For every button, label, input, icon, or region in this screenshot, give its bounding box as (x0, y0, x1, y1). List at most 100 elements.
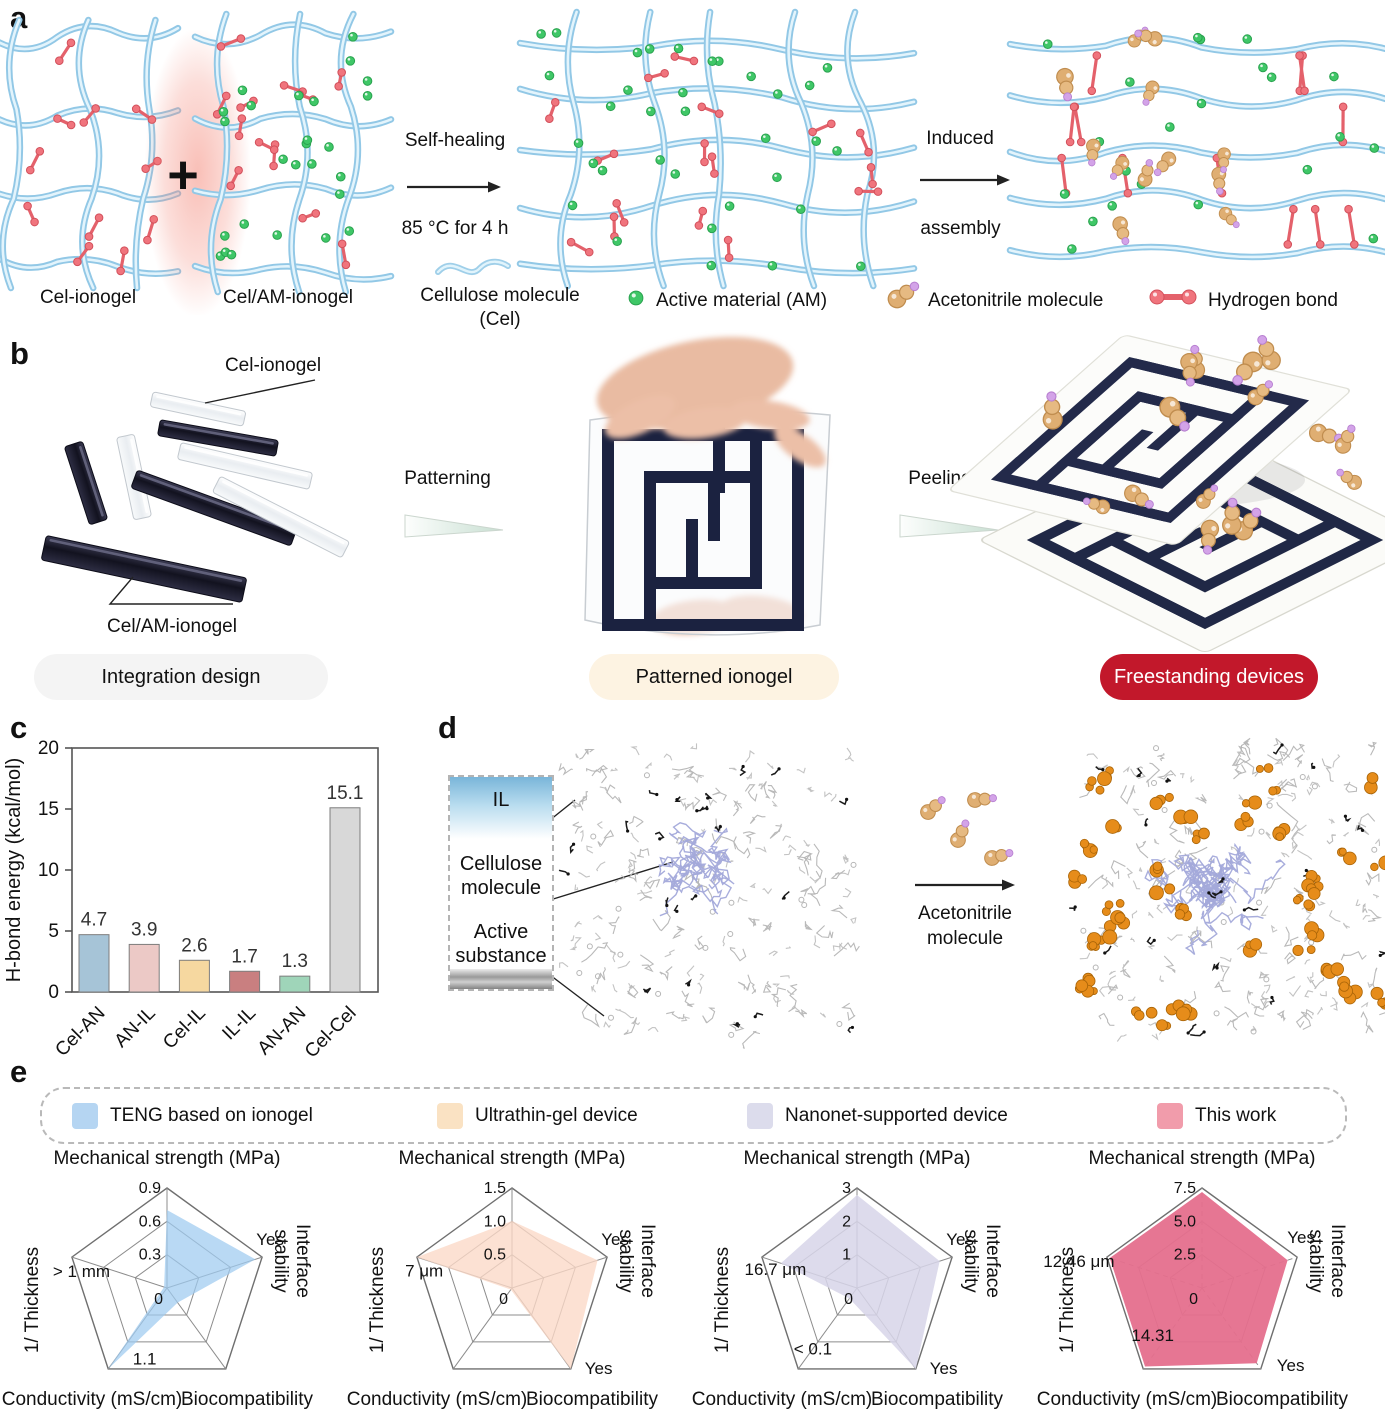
legend-swatch (437, 1102, 463, 1129)
induced-label: Induced (926, 128, 994, 149)
cellulose-molecule-icon (435, 258, 511, 276)
svg-text:Interface: Interface (292, 1224, 313, 1298)
legend-swatch (747, 1102, 773, 1129)
legend-label: This work (1195, 1104, 1277, 1126)
svg-text:Mechanical strength (MPa): Mechanical strength (MPa) (1088, 1148, 1315, 1169)
svg-text:> 1 mm: > 1 mm (53, 1262, 110, 1281)
induced-assembly-arrow (920, 174, 1010, 186)
svg-text:0: 0 (154, 1291, 163, 1308)
svg-text:AN-IL: AN-IL (111, 1003, 160, 1052)
active-layer-label: Active (473, 921, 529, 943)
gel1-caption: Cel-ionogel (39, 287, 137, 308)
legend-label: TENG based on ionogel (110, 1104, 313, 1126)
svg-text:1.0: 1.0 (484, 1213, 506, 1230)
active-material-icon (628, 290, 644, 306)
svg-text:Cel-AN: Cel-AN (51, 1003, 109, 1061)
il-layer-label: IL (492, 789, 510, 811)
legend-item: Nanonet-supported device (747, 1089, 1008, 1142)
svg-text:IL-IL: IL-IL (218, 1003, 260, 1045)
svg-text:stability: stability (270, 1229, 291, 1293)
svg-text:Biocompatibility: Biocompatibility (526, 1389, 658, 1410)
cellulose-legend-label: Cellulose molecule (420, 285, 580, 306)
svg-text:1/ Thickness: 1/ Thickness (712, 1247, 733, 1353)
patterned-ionogel-photo (584, 336, 831, 636)
svg-text:3.9: 3.9 (131, 919, 157, 940)
svg-text:stability: stability (960, 1229, 981, 1293)
hydrogen-bond-legend-label: Hydrogen bond (1208, 290, 1338, 311)
legend-swatch (1157, 1102, 1183, 1129)
cellulose-layer-label: Cellulose (459, 853, 543, 875)
panel-b-badge3: Freestanding devices (1100, 654, 1318, 700)
panel-b-badge2: Patterned ionogel (589, 654, 839, 700)
svg-text:Interface: Interface (982, 1224, 1003, 1298)
assembly-label: assembly (920, 218, 1001, 239)
self-healing-label: Self-healing (404, 130, 506, 151)
svg-text:H-bond energy (kcal/mol): H-bond energy (kcal/mol) (3, 758, 25, 983)
svg-text:Yes: Yes (1287, 1228, 1315, 1247)
svg-text:10: 10 (38, 860, 59, 881)
active-material-legend-label: Active material (AM) (656, 290, 828, 311)
svg-text:2.5: 2.5 (1174, 1247, 1196, 1264)
svg-text:Yes: Yes (946, 1230, 974, 1249)
cellulose-legend-label-2: (Cel) (479, 309, 521, 330)
gel2-caption: Cel/AM-ionogel (223, 287, 353, 308)
svg-text:1: 1 (842, 1247, 851, 1264)
panel-e-label: e (10, 1054, 28, 1089)
svg-text:Yes: Yes (1277, 1356, 1305, 1375)
svg-text:0.5: 0.5 (484, 1247, 506, 1264)
svg-text:15: 15 (38, 799, 59, 820)
svg-text:0.6: 0.6 (139, 1213, 161, 1230)
self-healing-arrow (407, 181, 501, 193)
svg-text:0: 0 (1189, 1291, 1198, 1308)
svg-text:Conductivity (mS/cm): Conductivity (mS/cm) (2, 1389, 183, 1410)
svg-text:1/ Thickness: 1/ Thickness (1057, 1247, 1078, 1353)
svg-text:Cel-Cel: Cel-Cel (301, 1003, 361, 1063)
svg-text:Conductivity (mS/cm): Conductivity (mS/cm) (1037, 1389, 1218, 1410)
active-substrate-band (450, 969, 552, 989)
panel-d-annotations (549, 792, 1015, 1017)
acetonitrile-icon (887, 281, 920, 309)
patterning-arrow (404, 514, 504, 538)
svg-text:14.31: 14.31 (1131, 1326, 1174, 1345)
panel-b-badge1: Integration design (34, 654, 328, 700)
svg-text:16.7 μm: 16.7 μm (745, 1260, 807, 1279)
svg-text:7.5: 7.5 (1174, 1180, 1196, 1197)
acetonitrile-legend-label: Acetonitrile molecule (928, 290, 1104, 311)
svg-text:Biocompatibility: Biocompatibility (871, 1389, 1003, 1410)
svg-text:0: 0 (844, 1291, 853, 1308)
badge1-text: Integration design (101, 665, 261, 688)
svg-text:1.7: 1.7 (231, 946, 257, 967)
hbond-energy-bar-chart: 0 5 10 15 20 H-bond energy (kcal/mol) 4.7 Cel-A… (3, 738, 379, 1063)
assembled-network-illustration (1006, 26, 1385, 261)
svg-text:Yes: Yes (256, 1230, 284, 1249)
svg-text:Interface: Interface (1327, 1224, 1348, 1298)
svg-text:3: 3 (842, 1180, 851, 1197)
acetonitrile-arrow-label: Acetonitrile (918, 903, 1012, 924)
md-simulation-after (1068, 737, 1385, 1042)
svg-text:7 μm: 7 μm (405, 1262, 443, 1281)
active-layer-label-2: substance (455, 945, 547, 967)
svg-text:Cel-IL: Cel-IL (159, 1003, 210, 1054)
strip-bottom-caption: Cel/AM-ionogel (107, 616, 237, 637)
svg-text:Yes: Yes (601, 1230, 629, 1249)
svg-text:stability: stability (615, 1229, 636, 1293)
svg-text:Conductivity (mS/cm): Conductivity (mS/cm) (692, 1389, 873, 1410)
freestanding-device-illustration (950, 335, 1385, 652)
svg-text:Yes: Yes (930, 1359, 958, 1378)
legend-item: This work (1157, 1089, 1276, 1142)
svg-text:2: 2 (842, 1213, 851, 1230)
legend-item: TENG based on ionogel (72, 1089, 313, 1142)
svg-text:1.5: 1.5 (484, 1180, 506, 1197)
healed-network-illustration (516, 8, 918, 290)
svg-text:0: 0 (499, 1291, 508, 1308)
peeling-arrow (899, 514, 999, 538)
healing-condition-label: 85 °C for 4 h (401, 218, 509, 239)
legend-label: Nanonet-supported device (785, 1104, 1008, 1126)
svg-text:0: 0 (48, 982, 59, 1003)
svg-text:1.1: 1.1 (133, 1349, 157, 1368)
ionogel-strips-illustration (41, 379, 350, 605)
svg-text:1/ Thickness: 1/ Thickness (367, 1247, 388, 1353)
patterning-label: Patterning (404, 468, 491, 489)
svg-text:2.6: 2.6 (181, 935, 207, 956)
